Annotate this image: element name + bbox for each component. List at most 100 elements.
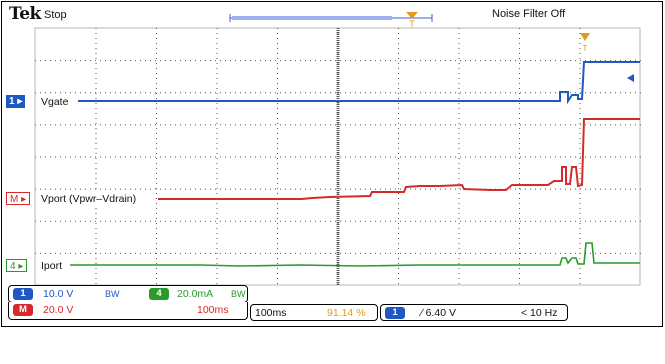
grid-dot xyxy=(458,213,460,214)
grid-dot xyxy=(519,43,520,44)
grid-dot xyxy=(440,92,441,94)
grid-dot xyxy=(500,60,501,62)
grid-dot xyxy=(445,188,446,190)
grid-dot xyxy=(450,92,451,94)
grid-dot xyxy=(435,124,436,126)
grid-dot xyxy=(216,258,218,259)
grid-dot xyxy=(345,124,346,126)
grid-dot xyxy=(550,124,551,126)
grid-dot xyxy=(615,92,616,94)
grid-dot xyxy=(245,124,246,126)
grid-dot xyxy=(530,188,531,190)
grid-tick xyxy=(336,158,340,159)
grid-dot xyxy=(210,220,211,222)
grid-dot xyxy=(295,92,296,94)
grid-dot xyxy=(430,60,431,62)
grid-dot xyxy=(45,124,46,126)
grid-dot xyxy=(305,124,306,126)
grid-dot xyxy=(156,133,157,134)
grid-dot xyxy=(277,183,278,184)
grid-dot xyxy=(430,188,431,190)
grid-dot xyxy=(398,108,399,109)
timebase-readout[interactable]: 100ms 91.14 % xyxy=(250,304,378,321)
grid-dot xyxy=(277,133,278,134)
grid-tick xyxy=(336,238,340,239)
grid-dot xyxy=(277,223,278,224)
math-readout[interactable]: M 20.0 V 100ms xyxy=(8,302,248,320)
grid-tick xyxy=(336,180,340,181)
grid-dot xyxy=(579,53,581,54)
grid-dot xyxy=(50,252,51,254)
grid-dot xyxy=(337,183,339,184)
grid-dot xyxy=(100,124,101,126)
grid-dot xyxy=(300,188,301,190)
grid-dot xyxy=(585,60,586,62)
grid-dot xyxy=(235,220,236,222)
grid-dot xyxy=(216,173,218,174)
grid-dot xyxy=(555,92,556,94)
grid-dot xyxy=(185,92,186,94)
grid-dot xyxy=(575,252,576,254)
grid-dot xyxy=(519,48,520,49)
grid-dot xyxy=(485,124,486,126)
trigger-source-chip[interactable]: 1 xyxy=(385,307,405,319)
grid-dot xyxy=(300,124,301,126)
record-position-bar[interactable] xyxy=(229,14,433,22)
grid-dot xyxy=(398,138,399,139)
grid-dot xyxy=(55,252,56,254)
ch1-chip[interactable]: 1 xyxy=(13,288,33,300)
ch4-marker[interactable]: 4 ▸ xyxy=(6,259,28,272)
grid-dot xyxy=(380,124,381,126)
ch1-marker[interactable]: 1 ▸ xyxy=(6,95,26,108)
grid-dot xyxy=(40,220,41,222)
grid-dot xyxy=(35,124,36,126)
grid-dot xyxy=(55,92,56,94)
grid-dot xyxy=(195,124,196,126)
grid-tick xyxy=(336,264,340,265)
grid-dot xyxy=(485,156,486,158)
grid-dot xyxy=(337,193,339,194)
grid-dot xyxy=(445,60,446,62)
grid-tick xyxy=(336,112,340,113)
grid-dot xyxy=(255,156,256,158)
grid-dot xyxy=(335,252,336,254)
math-chip[interactable]: M xyxy=(13,304,33,316)
grid-tick xyxy=(336,256,340,257)
grid-dot xyxy=(335,60,336,62)
grid-dot xyxy=(140,60,141,62)
grid-dot xyxy=(519,138,520,139)
grid-dot xyxy=(398,223,399,224)
math-marker[interactable]: M ▸ xyxy=(6,192,31,205)
grid-dot xyxy=(560,60,561,62)
grid-dot xyxy=(155,60,156,62)
grid-dot xyxy=(310,124,311,126)
grid-dot xyxy=(519,198,520,199)
ch4-chip[interactable]: 4 xyxy=(149,288,169,300)
grid-dot xyxy=(360,156,361,158)
grid-dot xyxy=(490,124,491,126)
grid-dot xyxy=(458,88,460,89)
grid-tick xyxy=(336,268,340,269)
grid-dot xyxy=(579,138,581,139)
grid-dot xyxy=(398,78,399,79)
grid-dot xyxy=(270,124,271,126)
channel-readout[interactable]: 1 10.0 V BW 4 20.0mA BW xyxy=(8,285,248,303)
grid-dot xyxy=(215,92,216,94)
grid-dot xyxy=(345,60,346,62)
grid-dot xyxy=(590,92,591,94)
grid-dot xyxy=(519,153,520,154)
grid-tick xyxy=(336,240,340,241)
grid-dot xyxy=(430,92,431,94)
grid-dot xyxy=(220,156,221,158)
grid-dot xyxy=(415,220,416,222)
grid-dot xyxy=(630,124,631,126)
grid-dot xyxy=(195,220,196,222)
grid-dot xyxy=(458,278,460,279)
grid-dot xyxy=(435,156,436,158)
grid-dot xyxy=(277,118,278,119)
trigger-readout[interactable]: 1 ∕ 6.40 V < 10 Hz xyxy=(380,304,568,321)
grid-dot xyxy=(458,53,460,54)
grid-tick xyxy=(336,136,340,137)
grid-dot xyxy=(55,124,56,126)
grid-dot xyxy=(320,60,321,62)
